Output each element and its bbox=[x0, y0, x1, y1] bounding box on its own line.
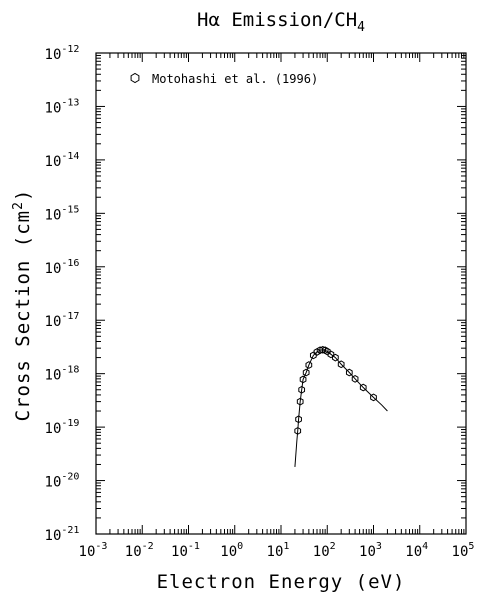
y-tick-label: 10-18 bbox=[45, 365, 80, 384]
data-point bbox=[295, 415, 302, 424]
x-tick-label: 10-1 bbox=[171, 541, 200, 560]
y-axis-ticks bbox=[96, 52, 466, 535]
data-point bbox=[359, 383, 367, 392]
y-tick-label: 10-19 bbox=[45, 418, 80, 437]
y-axis-tick-labels: 10-21 10-20 10-19 10-18 10-17 10-16 10-15 10-14… bbox=[45, 44, 80, 544]
data-point bbox=[305, 361, 313, 369]
data-point bbox=[332, 353, 339, 362]
legend-entry-label: Motohashi et al. (1996) bbox=[152, 72, 318, 86]
data-point bbox=[309, 351, 317, 360]
y-tick-label: 10-16 bbox=[45, 258, 80, 277]
data-point bbox=[327, 350, 335, 359]
y-tick-label: 10-15 bbox=[45, 204, 80, 223]
y-tick-label: 10-17 bbox=[45, 311, 80, 330]
legend-marker-hexagon bbox=[130, 72, 140, 84]
data-point bbox=[298, 385, 306, 394]
data-point bbox=[351, 374, 359, 383]
data-point bbox=[337, 360, 345, 369]
data-point bbox=[370, 393, 377, 402]
chart-title-text: Hα Emission/CH4 bbox=[197, 9, 365, 35]
plot-frame bbox=[95, 52, 467, 535]
y-tick-label: 10-21 bbox=[45, 525, 80, 544]
y-tick-label: 10-14 bbox=[45, 151, 80, 170]
data-point bbox=[323, 347, 331, 356]
legend: Motohashi et al. (1996) bbox=[130, 72, 318, 86]
x-tick-label: 103 bbox=[359, 541, 382, 560]
x-axis-label: Electron Energy (eV) bbox=[157, 571, 406, 593]
x-tick-label: 101 bbox=[267, 541, 290, 560]
x-tick-label: 10-2 bbox=[125, 541, 154, 560]
data-point bbox=[294, 427, 302, 435]
data-markers bbox=[294, 345, 377, 435]
data-point bbox=[302, 368, 310, 377]
y-axis-label: Cross Section (cm2) bbox=[11, 189, 34, 422]
data-point bbox=[296, 397, 304, 406]
x-tick-label: 10-3 bbox=[79, 541, 108, 560]
y-tick-label: 10-13 bbox=[45, 97, 80, 116]
x-tick-label: 100 bbox=[220, 541, 243, 560]
x-axis-tick-labels: 10-3 10-2 10-1 100 101 102 103 104 105 bbox=[79, 541, 475, 560]
x-axis-ticks bbox=[95, 53, 467, 534]
chart-title: Hα Emission/CH4 bbox=[197, 9, 365, 35]
data-point bbox=[345, 368, 353, 377]
y-tick-label: 10-12 bbox=[45, 44, 80, 63]
data-point bbox=[319, 345, 327, 354]
x-tick-label: 105 bbox=[452, 541, 475, 560]
y-tick-label: 10-20 bbox=[45, 472, 80, 491]
x-tick-label: 102 bbox=[313, 541, 336, 560]
x-tick-label: 104 bbox=[405, 541, 428, 560]
data-point bbox=[299, 375, 307, 384]
plot-border bbox=[95, 52, 467, 535]
